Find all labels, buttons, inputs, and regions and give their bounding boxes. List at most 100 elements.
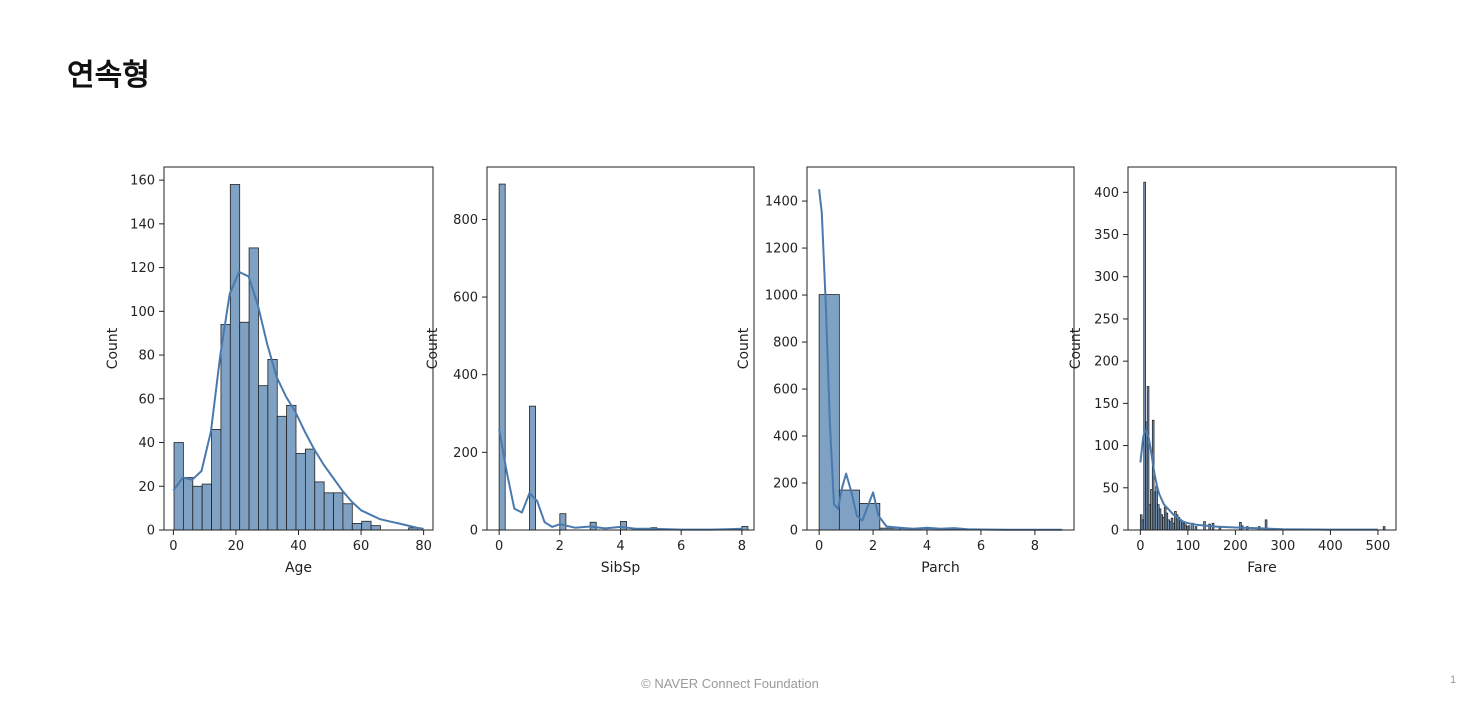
x-axis-label: Age <box>285 560 312 576</box>
x-axis-label: Parch <box>921 560 959 576</box>
histogram-bar <box>498 183 506 531</box>
chart-fare: 0 100 200 300 400 500 0 50 100 150 200 250 300 350 400… <box>1068 166 1397 576</box>
histogram-bar <box>1194 526 1198 531</box>
x-tick-label: 20 <box>228 539 245 554</box>
x-tick-label: 80 <box>415 539 432 554</box>
y-tick-label: 400 <box>453 368 478 383</box>
x-tick-label: 4 <box>923 539 931 554</box>
y-tick-label: 40 <box>138 436 155 451</box>
histogram-bar <box>361 520 372 531</box>
x-axis-label: SibSp <box>601 560 641 576</box>
x-tick-label: 60 <box>353 539 370 554</box>
y-tick-label: 100 <box>130 305 155 320</box>
histogram-bar <box>258 385 269 531</box>
chart-sibsp: 0 2 4 6 8 0 200 400 600 800 SibSp Count <box>425 166 755 576</box>
chart-parch: 0 2 4 6 8 0 200 400 600 800 1000 1200 1400 Parch Count <box>736 166 1075 576</box>
histogram-bar <box>201 483 212 531</box>
plot-frame <box>1127 166 1397 531</box>
y-tick-label: 0 <box>470 524 478 539</box>
x-tick-label: 2 <box>869 539 877 554</box>
histogram-bar <box>295 453 306 531</box>
histogram-bar <box>351 523 363 531</box>
chart-age: 0 20 40 60 80 0 20 40 60 80 100 120 140 160 Age Count <box>105 166 434 576</box>
x-tick-label: 8 <box>1031 539 1039 554</box>
x-tick-label: 0 <box>495 539 503 554</box>
histogram-bar <box>267 359 278 531</box>
histogram-bar <box>559 513 567 531</box>
histogram-bar <box>182 477 194 531</box>
x-tick-label: 300 <box>1270 539 1295 554</box>
x-tick-label: 0 <box>815 539 823 554</box>
y-axis-label: Count <box>1068 327 1084 369</box>
x-tick-label: 200 <box>1223 539 1248 554</box>
x-tick-label: 400 <box>1318 539 1343 554</box>
kde-curve <box>1139 429 1378 531</box>
x-tick-label: 6 <box>677 539 685 554</box>
y-tick-label: 350 <box>1094 228 1119 243</box>
x-tick-label: 100 <box>1175 539 1200 554</box>
y-tick-label: 800 <box>453 213 478 228</box>
histogram-bar <box>304 448 316 531</box>
histogram-bar <box>620 521 627 531</box>
y-tick-label: 1000 <box>765 289 798 304</box>
x-tick-label: 0 <box>1136 539 1144 554</box>
y-tick-label: 800 <box>773 336 798 351</box>
histogram-bar <box>192 485 203 531</box>
y-tick-label: 200 <box>453 446 478 461</box>
y-tick-label: 1200 <box>765 242 798 257</box>
y-tick-label: 50 <box>1102 481 1119 496</box>
histogram-bar <box>370 525 381 531</box>
y-tick-label: 100 <box>1094 439 1119 454</box>
page-number: 1 <box>1450 674 1457 686</box>
y-tick-label: 200 <box>773 477 798 492</box>
y-tick-label: 200 <box>1094 355 1119 370</box>
y-tick-label: 400 <box>773 430 798 445</box>
y-tick-label: 300 <box>1094 270 1119 285</box>
histogram-bar <box>323 492 334 531</box>
histogram-bar <box>229 184 241 531</box>
x-tick-label: 6 <box>977 539 985 554</box>
y-tick-label: 120 <box>130 261 155 276</box>
histogram-bar <box>1382 526 1386 531</box>
histogram-bar <box>314 481 325 531</box>
x-tick-label: 500 <box>1366 539 1391 554</box>
y-tick-label: 60 <box>138 392 155 407</box>
histogram-bar <box>211 429 222 531</box>
x-tick-label: 8 <box>738 539 746 554</box>
y-tick-label: 1400 <box>765 195 798 210</box>
y-tick-label: 250 <box>1094 312 1119 327</box>
histogram-bar <box>220 324 231 531</box>
y-tick-label: 150 <box>1094 397 1119 412</box>
y-tick-label: 140 <box>130 217 155 232</box>
x-tick-label: 40 <box>290 539 307 554</box>
y-axis-label: Count <box>105 327 121 369</box>
y-axis-label: Count <box>736 327 752 369</box>
slide-title: 연속형 <box>67 58 150 93</box>
histogram-bar <box>286 404 297 531</box>
y-tick-label: 400 <box>1094 186 1119 201</box>
histogram-bar <box>342 503 353 531</box>
plot-frame <box>486 166 755 531</box>
histogram-bar <box>276 415 288 531</box>
y-tick-label: 80 <box>138 349 155 364</box>
x-tick-label: 0 <box>169 539 177 554</box>
kde-curve <box>172 271 424 530</box>
y-tick-label: 160 <box>130 174 155 189</box>
y-tick-label: 0 <box>1111 524 1119 539</box>
x-tick-label: 2 <box>556 539 564 554</box>
y-tick-label: 600 <box>773 383 798 398</box>
y-axis-label: Count <box>425 327 441 369</box>
kde-curve <box>818 189 1062 531</box>
histogram-bar <box>1187 525 1191 531</box>
x-tick-label: 4 <box>616 539 624 554</box>
y-tick-label: 0 <box>147 524 155 539</box>
x-axis-label: Fare <box>1247 560 1276 576</box>
footer-copyright: © NAVER Connect Foundation <box>641 676 819 691</box>
plot-frame <box>806 166 1075 531</box>
histogram-bar <box>333 492 344 531</box>
y-tick-label: 0 <box>790 524 798 539</box>
histogram-bar <box>741 526 749 531</box>
histogram-bar <box>239 321 250 531</box>
y-tick-label: 20 <box>138 480 155 495</box>
